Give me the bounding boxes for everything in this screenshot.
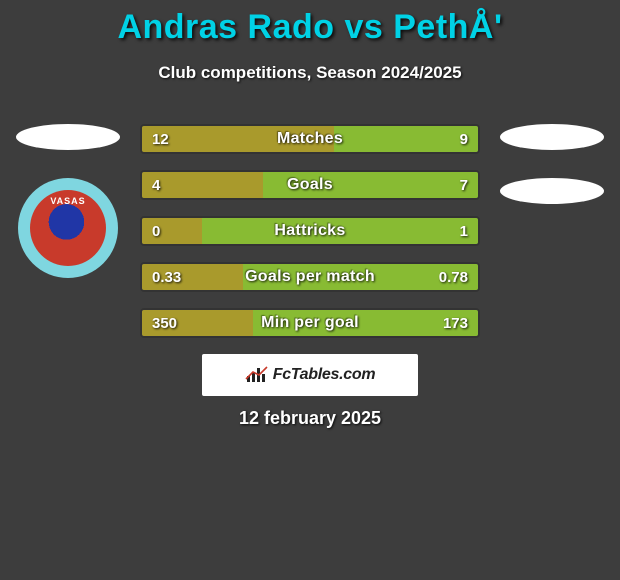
right-player-column [492,124,612,232]
attribution-text: FcTables.com [273,366,376,384]
stat-row: 0.330.78Goals per match [140,262,480,292]
club-badge-right-placeholder [500,178,604,204]
stat-row-right-fill [334,126,478,152]
bar-chart-icon [245,366,269,384]
stat-row-left-fill [142,264,243,290]
left-player-column: VASAS [8,124,128,278]
club-badge-left: VASAS [18,178,118,278]
page-title: Andras Rado vs PethÅ' [0,0,620,47]
comparison-bars: 129Matches 47Goals 01Hattricks 0.330.78Goal… [140,124,480,354]
attribution-box: FcTables.com [202,354,418,396]
stat-row: 47Goals [140,170,480,200]
stat-row-right-fill [253,310,478,336]
stat-row-left-fill [142,172,263,198]
stat-row: 01Hattricks [140,216,480,246]
page-subtitle: Club competitions, Season 2024/2025 [0,63,620,83]
stat-row-left-fill [142,218,202,244]
club-badge-text: VASAS [50,196,85,206]
stat-row-right-fill [243,264,478,290]
stat-row-left-fill [142,126,334,152]
stat-row: 350173Min per goal [140,308,480,338]
stat-row: 129Matches [140,124,480,154]
club-badge-inner: VASAS [30,190,106,266]
stat-row-right-fill [263,172,478,198]
player-right-avatar-placeholder [500,124,604,150]
date-line: 12 february 2025 [0,408,620,429]
stat-row-right-fill [202,218,478,244]
player-left-avatar-placeholder [16,124,120,150]
stat-row-left-fill [142,310,253,336]
